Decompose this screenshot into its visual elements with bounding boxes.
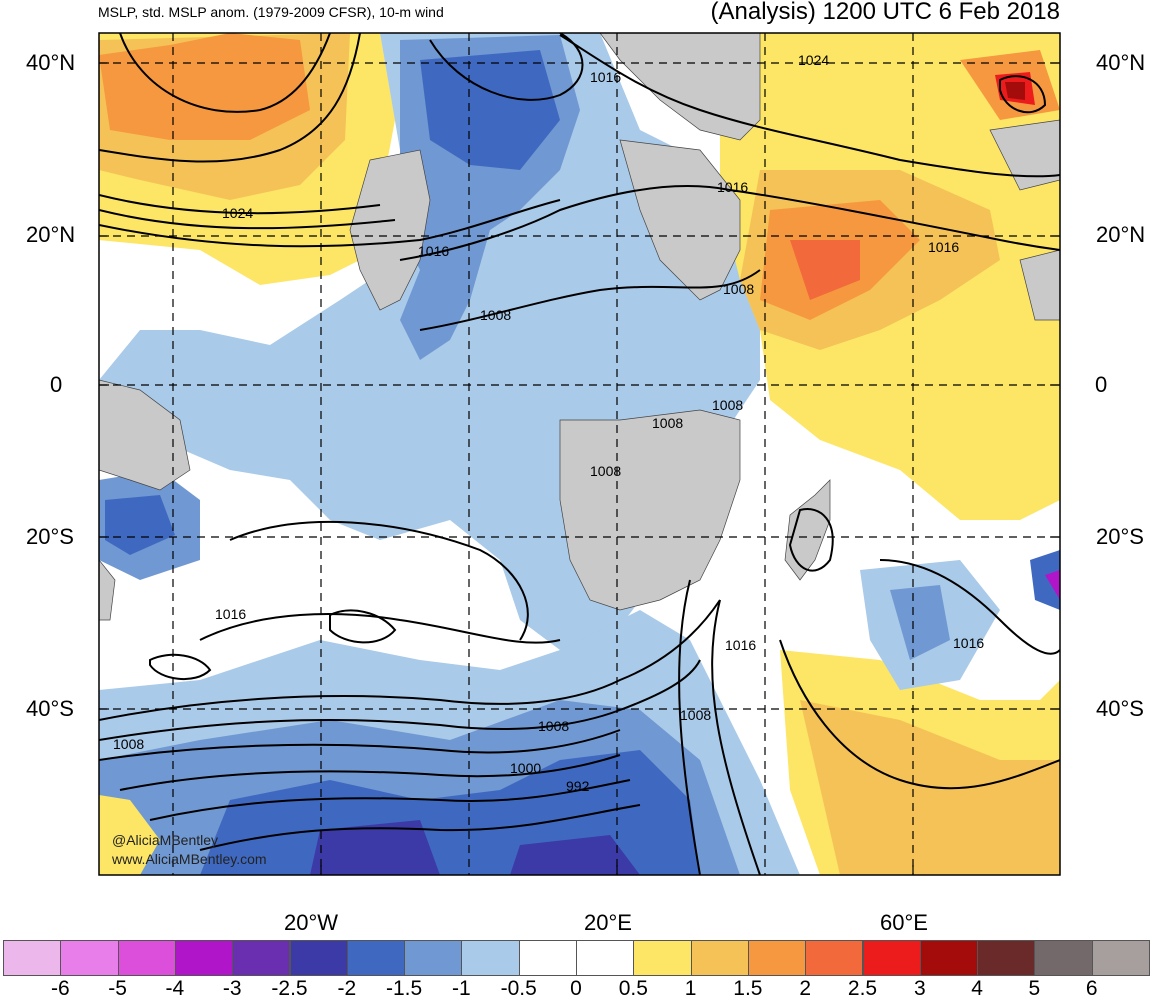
isobar-label: 1016 <box>418 243 449 259</box>
map-subtitle: MSLP, std. MSLP anom. (1979-2009 CFSR), … <box>98 4 444 20</box>
isobar-label: 1008 <box>680 707 711 723</box>
colorbar-swatch <box>805 940 864 976</box>
colorbar-label: 1.5 <box>733 977 763 1000</box>
lat-label-right: 20°S <box>1096 524 1144 549</box>
map-title: (Analysis) 1200 UTC 6 Feb 2018 <box>710 0 1061 25</box>
colorbar-swatch <box>633 940 692 976</box>
colorbar-label: -3 <box>222 977 242 1000</box>
colorbar-label: -1.5 <box>386 977 423 1000</box>
lat-label-left: 0 <box>50 372 63 397</box>
isobar-label: 992 <box>566 778 590 794</box>
axis-ticks <box>99 62 1060 875</box>
colorbar-label: 1 <box>684 977 697 1000</box>
colorbar-label: -0.5 <box>500 977 537 1000</box>
colorbar-label: 2.5 <box>847 977 878 1000</box>
isobar-label: 1008 <box>652 415 683 431</box>
colorbar-label: 0 <box>570 977 582 1000</box>
credit-handle: @AliciaMBentley <box>112 832 219 848</box>
colorbar-swatch <box>174 940 234 976</box>
isobar-label: 1000 <box>510 760 541 776</box>
lat-label-right: 0 <box>1095 372 1108 397</box>
colorbar-swatch <box>3 940 62 976</box>
lat-label-left: 40°S <box>26 696 74 721</box>
colorbar-label: -2 <box>337 977 357 1000</box>
landmass <box>99 33 1060 621</box>
colorbar-swatch <box>117 940 176 976</box>
lon-label: 20°E <box>584 910 632 935</box>
isobar-label: 1016 <box>215 606 246 622</box>
colorbar-label: -6 <box>50 977 70 1000</box>
isobar-label: 1016 <box>953 635 984 651</box>
lon-label: 60°E <box>880 910 928 935</box>
colorbar-label: 4 <box>971 977 983 1000</box>
colorbar-swatch <box>862 940 921 976</box>
lon-label: 20°W <box>284 910 339 935</box>
isobar-label: 1008 <box>712 397 743 413</box>
lat-label-left: 20°S <box>26 524 74 549</box>
lat-label-left: 40°N <box>26 50 76 75</box>
isobar-label: 1024 <box>798 52 829 68</box>
isobar-label: 1016 <box>717 179 748 195</box>
colorbar-swatch <box>404 940 463 976</box>
anomaly-shading <box>99 33 1060 875</box>
isobar-label: 1008 <box>538 718 569 734</box>
colorbar-swatch <box>1091 940 1150 976</box>
colorbar-label: -5 <box>108 977 127 1000</box>
isobar-label: 1016 <box>725 637 756 653</box>
lat-label-right: 40°S <box>1096 696 1144 721</box>
colorbar-swatch <box>232 940 291 976</box>
isobar-label: 1008 <box>480 307 511 323</box>
colorbar-label: 5 <box>1028 977 1041 1000</box>
colorbar-swatch <box>60 940 119 976</box>
isobar-labels: 1016 1024 1016 1024 1016 1016 1008 1008 … <box>113 52 984 794</box>
lat-label-right: 40°N <box>1096 50 1146 75</box>
colorbar-swatch <box>690 940 749 976</box>
colorbar-swatch <box>576 940 635 976</box>
isobar-label: 1008 <box>113 736 144 752</box>
isobar-label: 1008 <box>590 463 621 479</box>
colorbar-label: 0.5 <box>618 977 648 1000</box>
colorbar-swatch <box>747 940 807 976</box>
colorbar-swatch <box>461 940 520 976</box>
credit-website: www.AliciaMBentley.com <box>112 851 267 867</box>
colorbar-swatch <box>1034 940 1093 976</box>
colorbar-swatch <box>518 940 577 976</box>
colorbar-label: -2.5 <box>271 977 308 1000</box>
colorbar-label: 2 <box>799 977 812 1000</box>
map-frame <box>98 32 1061 876</box>
colorbar-label: -1 <box>452 977 471 1000</box>
colorbar-swatch <box>346 940 406 976</box>
colorbar-label: 3 <box>913 977 926 1000</box>
isobar-label: 1024 <box>222 205 253 221</box>
isobar-label: 1008 <box>723 281 754 297</box>
isobar-label: 1016 <box>928 239 959 255</box>
colorbar-swatch <box>919 940 979 976</box>
colorbar-label: 6 <box>1085 977 1098 1000</box>
colorbar-swatch <box>977 940 1036 976</box>
graticule <box>99 33 1060 875</box>
isobars <box>99 33 1060 875</box>
lat-label-right: 20°N <box>1096 222 1146 247</box>
lat-label-left: 20°N <box>26 222 76 247</box>
colorbar-label: -4 <box>165 977 185 1000</box>
isobar-label: 1016 <box>590 69 621 85</box>
colorbar-swatch <box>289 940 348 976</box>
